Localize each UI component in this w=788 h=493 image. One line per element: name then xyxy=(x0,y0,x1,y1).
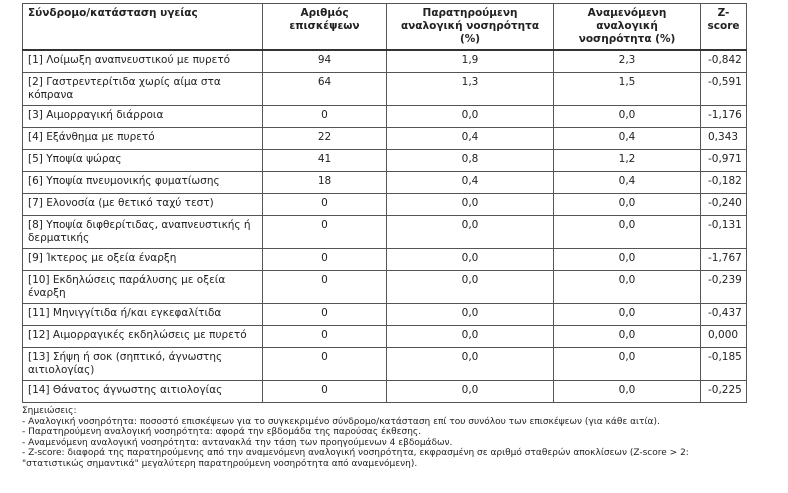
table-cell: 0,4 xyxy=(553,171,701,194)
table-cell: 1,5 xyxy=(553,72,701,106)
table-cell: -0,842 xyxy=(700,49,747,73)
table-cell: 0 xyxy=(262,105,387,128)
table-cell: [7] Ελονοσία (με θετικό ταχύ τεστ) xyxy=(22,193,263,216)
table-cell: 0,0 xyxy=(553,325,701,348)
table-cell: -0,185 xyxy=(700,347,747,381)
table-row: [13] Σήψη ή σοκ (σηπτικό, άγνωστης αιτιο… xyxy=(22,347,747,381)
table-cell: 0 xyxy=(262,270,387,304)
table-cell: 22 xyxy=(262,127,387,150)
table-cell: 0 xyxy=(262,347,387,381)
note-line: - Αναμενόμενη αναλογική νοσηρότητα: αντα… xyxy=(22,437,453,448)
table-row: [9] Ίκτερος με οξεία έναρξη 0 0,0 0,0 -1,767 xyxy=(22,248,747,271)
page: Σύνδρομο/κατάσταση υγείας Αριθμός επισκέψ… xyxy=(22,3,747,469)
table-cell: 41 xyxy=(262,149,387,172)
table-cell: 18 xyxy=(262,171,387,194)
table-cell: 2,3 xyxy=(553,49,701,73)
table-row: [3] Αιμορραγική διάρροια 0 0,0 0,0 -1,176 xyxy=(22,105,747,128)
table-cell: 0,0 xyxy=(386,303,554,326)
table-row: [12] Αιμορραγικές εκδηλώσεις με πυρετό 0 0… xyxy=(22,325,747,348)
table-cell: 0,0 xyxy=(386,270,554,304)
table-row: [7] Ελονοσία (με θετικό ταχύ τεστ) 0 0,0 0,… xyxy=(22,193,747,216)
table-cell: -0,131 xyxy=(700,215,747,249)
header-row: Σύνδρομο/κατάσταση υγείας Αριθμός επισκέψ… xyxy=(22,3,747,51)
table-cell: -0,182 xyxy=(700,171,747,194)
table-cell: [6] Υποψία πνευμονικής φυματίωσης xyxy=(22,171,263,194)
table-cell: 0 xyxy=(262,303,387,326)
table-cell: 1,3 xyxy=(386,72,554,106)
table-cell: [11] Μηνιγγίτιδα ή/και εγκεφαλίτιδα xyxy=(22,303,263,326)
table: Σύνδρομο/κατάσταση υγείας Αριθμός επισκέψ… xyxy=(22,3,747,403)
table-cell: 0,0 xyxy=(553,248,701,271)
table-cell: 0,0 xyxy=(386,193,554,216)
table-cell: 0,0 xyxy=(553,193,701,216)
table-cell: 0 xyxy=(262,193,387,216)
table-cell: 0,343 xyxy=(700,127,747,150)
table-cell: 0,0 xyxy=(553,347,701,381)
header-cell: Z-score xyxy=(700,3,747,51)
table-row: [10] Εκδηλώσεις παράλυσης με οξεία έναρξ… xyxy=(22,270,747,304)
note-line: - Παρατηρούμενη αναλογική νοσηρότητα: αφ… xyxy=(22,427,422,437)
notes-title: Σημειώσεις: xyxy=(22,406,77,416)
table-cell: 64 xyxy=(262,72,387,106)
table-cell: [10] Εκδηλώσεις παράλυσης με οξεία έναρξ… xyxy=(22,270,263,304)
table-cell: 0,8 xyxy=(386,149,554,172)
table-cell: 0,0 xyxy=(553,215,701,249)
table-cell: [9] Ίκτερος με οξεία έναρξη xyxy=(22,248,263,271)
table-cell: -0,591 xyxy=(700,72,747,106)
note-line: - Αναλογική νοσηρότητα: ποσοστό επισκέψε… xyxy=(22,416,660,427)
table-cell: 0,0 xyxy=(386,347,554,381)
table-cell: 0,0 xyxy=(386,215,554,249)
table-cell: 94 xyxy=(262,49,387,73)
table-cell: [14] Θάνατος άγνωστης αιτιολογίας xyxy=(22,380,263,403)
table-cell: 0,000 xyxy=(700,325,747,348)
table-cell: [2] Γαστρεντερίτιδα χωρίς αίμα στα κόπρα… xyxy=(22,72,263,106)
table-cell: 0,4 xyxy=(386,171,554,194)
table-cell: -1,176 xyxy=(700,105,747,128)
table-cell: -0,437 xyxy=(700,303,747,326)
table-cell: 0 xyxy=(262,215,387,249)
table-cell: [4] Εξάνθημα με πυρετό xyxy=(22,127,263,150)
table-cell: -0,239 xyxy=(700,270,747,304)
table-cell: [13] Σήψη ή σοκ (σηπτικό, άγνωστης αιτιο… xyxy=(22,347,263,381)
table-cell: 0,0 xyxy=(386,105,554,128)
table-cell: -0,971 xyxy=(700,149,747,172)
table-cell: 0,4 xyxy=(386,127,554,150)
note-line: - Z-score: διαφορά της παρατηρούμενης απ… xyxy=(22,448,689,469)
table-row: [4] Εξάνθημα με πυρετό 22 0,4 0,4 0,343 xyxy=(22,127,747,150)
table-row: [6] Υποψία πνευμονικής φυματίωσης 18 0,4 0,… xyxy=(22,171,747,194)
table-body: [1] Λοίμωξη αναπνευστικού με πυρετό 94 1,9… xyxy=(22,49,747,403)
table-row: [1] Λοίμωξη αναπνευστικού με πυρετό 94 1,9… xyxy=(22,49,747,73)
table-row: [5] Υποψία ψώρας 41 0,8 1,2 -0,971 xyxy=(22,149,747,172)
table-row: [14] Θάνατος άγνωστης αιτιολογίας 0 0,0 0,0… xyxy=(22,380,747,403)
table-cell: 0 xyxy=(262,380,387,403)
table-cell: 0,0 xyxy=(386,380,554,403)
table-cell: 0,0 xyxy=(553,270,701,304)
table-cell: 0,4 xyxy=(553,127,701,150)
table-cell: [1] Λοίμωξη αναπνευστικού με πυρετό xyxy=(22,49,263,73)
table-cell: 1,9 xyxy=(386,49,554,73)
notes: Σημειώσεις: - Αναλογική νοσηρότητα: ποσο… xyxy=(22,406,746,469)
header-cell: Σύνδρομο/κατάσταση υγείας xyxy=(22,3,263,51)
header-cell: Παρατηρούμενη αναλογική νοσηρότητα (%) xyxy=(386,3,554,51)
table-cell: 0,0 xyxy=(553,105,701,128)
table-cell: [8] Υποψία διφθερίτιδας, αναπνευστικής ή… xyxy=(22,215,263,249)
header-cell: Αριθμός επισκέψεων xyxy=(262,3,387,51)
table-cell: 0,0 xyxy=(553,303,701,326)
table-cell: [5] Υποψία ψώρας xyxy=(22,149,263,172)
table-cell: [3] Αιμορραγική διάρροια xyxy=(22,105,263,128)
table-row: [11] Μηνιγγίτιδα ή/και εγκεφαλίτιδα 0 0,0 0… xyxy=(22,303,747,326)
table-cell: 0,0 xyxy=(386,248,554,271)
table-row: [2] Γαστρεντερίτιδα χωρίς αίμα στα κόπρα… xyxy=(22,72,747,106)
table-cell: -0,240 xyxy=(700,193,747,216)
table-cell: 0 xyxy=(262,325,387,348)
header-cell: Αναμενόμενη αναλογική νοσηρότητα (%) xyxy=(553,3,701,51)
table-cell: 0,0 xyxy=(386,325,554,348)
table-row: [8] Υποψία διφθερίτιδας, αναπνευστικής ή… xyxy=(22,215,747,249)
table-cell: -1,767 xyxy=(700,248,747,271)
table-cell: 0 xyxy=(262,248,387,271)
table-cell: 0,0 xyxy=(553,380,701,403)
table-cell: [12] Αιμορραγικές εκδηλώσεις με πυρετό xyxy=(22,325,263,348)
table-cell: 1,2 xyxy=(553,149,701,172)
table-cell: -0,225 xyxy=(700,380,747,403)
